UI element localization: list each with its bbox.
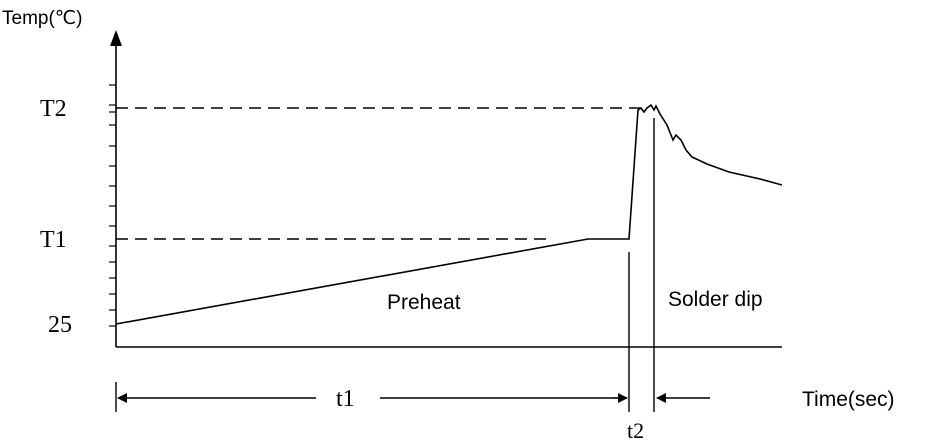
x-axis-label: Time(sec) [802,388,895,411]
y-axis-ticks [109,84,116,327]
y-axis-label: Temp(℃) [2,8,82,29]
y-axis-arrow-icon [110,30,122,46]
solder-dip-phase-label: Solder dip [668,288,763,311]
t2-interval-label: t2 [627,418,644,440]
preheat-phase-label: Preheat [387,291,461,314]
y-25-label: 25 [48,312,72,338]
temperature-profile-curve [115,103,783,325]
t1-label: T1 [40,227,67,253]
t1-interval-label: t1 [336,386,355,412]
t2-label: T2 [40,96,67,122]
